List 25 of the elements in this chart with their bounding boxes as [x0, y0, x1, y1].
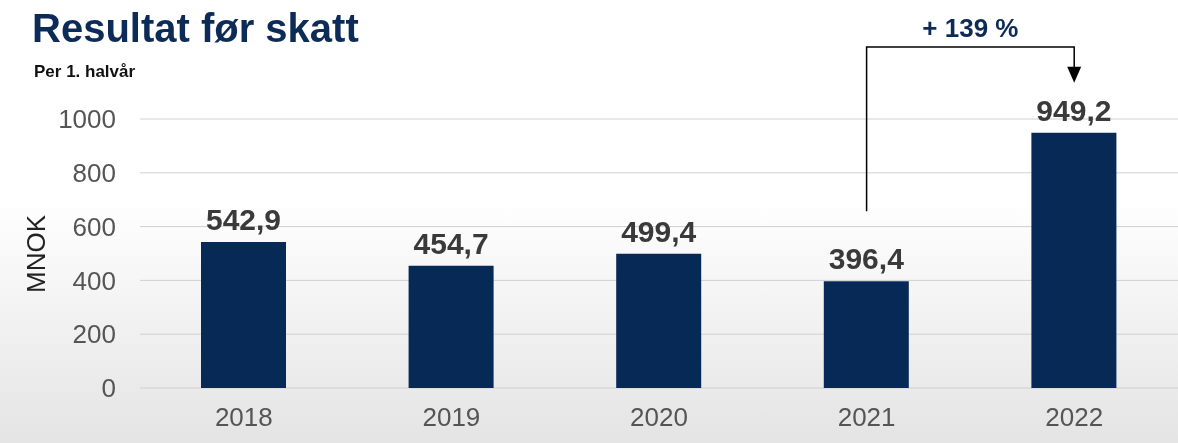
- x-tick-label: 2021: [837, 402, 896, 433]
- y-tick-label: 1000: [58, 104, 116, 135]
- data-label: 542,9: [205, 202, 282, 236]
- x-tick-label: 2020: [630, 402, 688, 433]
- bar: [616, 253, 702, 388]
- data-label: 396,4: [828, 242, 905, 276]
- chart-title: Resultat før skatt: [32, 6, 359, 51]
- text: + 139 %: [922, 13, 1019, 43]
- data-label: 454,7: [413, 226, 489, 260]
- y-axis-title: MNOK: [20, 214, 52, 293]
- bar: [201, 241, 286, 388]
- x-tick-label: 2019: [422, 402, 481, 433]
- bar: [1031, 132, 1117, 388]
- y-tick-label: 200: [72, 319, 116, 350]
- y-tick-label: 0: [101, 373, 116, 404]
- bar: [823, 281, 909, 388]
- x-tick-label: 2022: [1045, 402, 1104, 433]
- data-label: 499,4: [621, 214, 697, 248]
- y-tick-label: 400: [72, 265, 116, 296]
- chart-subtitle: Per 1. halvår: [34, 62, 136, 82]
- bar: [408, 265, 494, 388]
- y-tick-label: 600: [72, 211, 116, 242]
- x-tick-label: 2018: [214, 402, 273, 433]
- data-label: 949,2: [1036, 93, 1112, 127]
- y-tick-label: 800: [72, 158, 116, 189]
